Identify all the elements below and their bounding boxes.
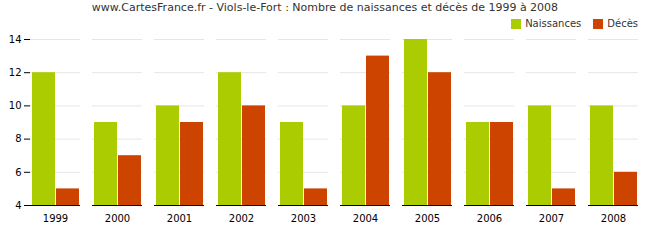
svg-text:10: 10 <box>9 100 22 111</box>
svg-text:2002: 2002 <box>229 213 254 224</box>
svg-text:2003: 2003 <box>291 213 316 224</box>
svg-text:6: 6 <box>15 167 21 178</box>
svg-text:12: 12 <box>9 67 22 78</box>
svg-text:2004: 2004 <box>353 213 378 224</box>
svg-text:2001: 2001 <box>167 213 192 224</box>
svg-text:2007: 2007 <box>539 213 564 224</box>
svg-text:2008: 2008 <box>601 213 626 224</box>
svg-text:4: 4 <box>15 200 21 211</box>
html-text:Décès: Décès <box>607 18 638 29</box>
svg-text:14: 14 <box>9 34 22 45</box>
svg-text:2005: 2005 <box>415 213 440 224</box>
svg-text:2000: 2000 <box>105 213 130 224</box>
html-text:Naissances: Naissances <box>525 18 582 29</box>
svg-text:2006: 2006 <box>477 213 502 224</box>
html-text:www.CartesFrance.fr - Viols-le: www.CartesFrance.fr - Viols-le-Fort : No… <box>91 1 559 14</box>
svg-text:8: 8 <box>15 133 21 144</box>
svg-text:1999: 1999 <box>43 213 68 224</box>
